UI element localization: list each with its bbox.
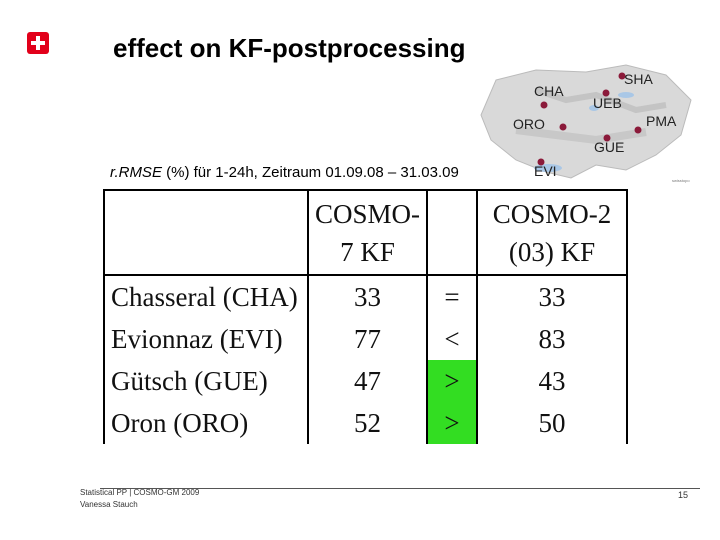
table-row: Evionnaz (EVI) 77 < 83 bbox=[103, 318, 629, 360]
station-marker bbox=[602, 89, 610, 97]
cosmo2-value: 43 bbox=[476, 360, 629, 402]
station-marker bbox=[634, 126, 642, 134]
footer-line-author: Vanessa Stauch bbox=[80, 500, 138, 509]
cosmo7-value: 52 bbox=[306, 402, 429, 444]
station-label-cha: CHA bbox=[534, 83, 564, 99]
station-label-oro: ORO bbox=[513, 116, 545, 132]
table-header-cosmo7: COSMO-7 KF bbox=[306, 189, 429, 276]
lake-shape bbox=[589, 105, 599, 111]
cosmo7-value: 47 bbox=[306, 360, 429, 402]
station-name: Oron (ORO) bbox=[103, 402, 309, 444]
table-header-cell bbox=[426, 189, 479, 276]
table-row: Chasseral (CHA) 33 = 33 bbox=[103, 275, 629, 318]
station-name: Gütsch (GUE) bbox=[103, 360, 309, 402]
station-marker bbox=[537, 158, 545, 166]
cosmo2-value: 83 bbox=[476, 318, 629, 360]
station-label-evi: EVI bbox=[534, 163, 557, 179]
station-marker bbox=[540, 101, 548, 109]
cosmo7-value: 77 bbox=[306, 318, 429, 360]
comparison-symbol: = bbox=[426, 275, 479, 318]
page-title: effect on KF-postprocessing bbox=[113, 33, 466, 63]
cosmo2-value: 33 bbox=[476, 275, 629, 318]
table-row: Gütsch (GUE) 47 > 43 bbox=[103, 360, 629, 402]
comparison-symbol-highlighted: > bbox=[426, 402, 479, 444]
map-relief-shape bbox=[480, 64, 692, 179]
table-header-cosmo2: COSMO-2 (03) KF bbox=[476, 189, 629, 276]
subtitle-text: (%) für 1-24h, Zeitraum 01.09.08 – 31.03… bbox=[166, 164, 459, 181]
footer-credit: Statistical PP | COSMO-GM 2009 Vanessa S… bbox=[80, 487, 199, 511]
station-marker bbox=[618, 72, 626, 80]
map-credit: swisstopo bbox=[672, 178, 690, 183]
station-marker bbox=[559, 123, 567, 131]
station-label-ueb: UEB bbox=[593, 95, 622, 111]
station-name: Chasseral (CHA) bbox=[103, 275, 309, 318]
lake-shape bbox=[618, 92, 634, 98]
station-name: Evionnaz (EVI) bbox=[103, 318, 309, 360]
subtitle: r.RMSE (%) für 1-24h, Zeitraum 01.09.08 … bbox=[110, 164, 459, 181]
switzerland-station-map: CHA UEB SHA ORO PMA GUE EVI swisstopo bbox=[480, 64, 692, 183]
table-header-cell bbox=[103, 189, 309, 276]
table-row: Oron (ORO) 52 > 50 bbox=[103, 402, 629, 444]
station-label-gue: GUE bbox=[594, 139, 624, 155]
comparison-symbol: < bbox=[426, 318, 479, 360]
table-header-row: COSMO-7 KF COSMO-2 (03) KF bbox=[103, 189, 629, 276]
footer-divider bbox=[100, 488, 700, 489]
footer-line-event: Statistical PP | COSMO-GM 2009 bbox=[80, 488, 200, 497]
comparison-symbol-highlighted: > bbox=[426, 360, 479, 402]
rmse-table: COSMO-7 KF COSMO-2 (03) KF Chasseral (CH… bbox=[103, 189, 629, 444]
station-label-pma: PMA bbox=[646, 113, 677, 129]
cosmo2-value: 50 bbox=[476, 402, 629, 444]
swiss-cross-logo bbox=[27, 32, 49, 54]
station-label-sha: SHA bbox=[624, 71, 653, 87]
page-number: 15 bbox=[678, 490, 689, 500]
station-marker bbox=[603, 134, 611, 142]
lake-shape bbox=[534, 164, 562, 172]
subtitle-metric: r.RMSE bbox=[110, 164, 162, 181]
cosmo7-value: 33 bbox=[306, 275, 429, 318]
